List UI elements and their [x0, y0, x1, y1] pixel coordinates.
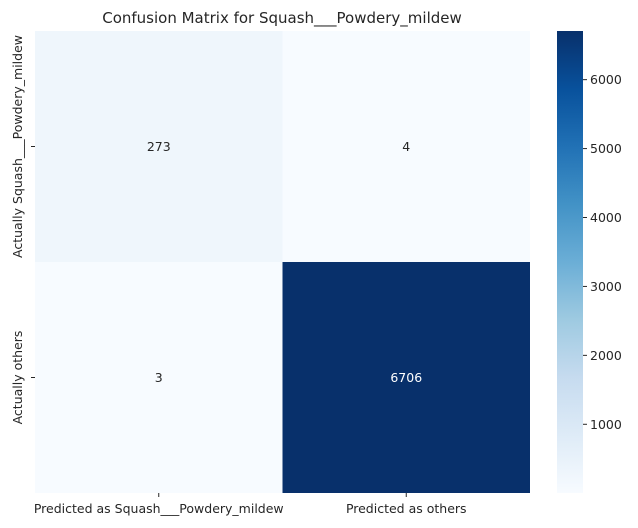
cell-value-label-r1-c1: 6706 [390, 370, 422, 385]
cell-value-label-r0-c0: 273 [147, 139, 171, 154]
colorbar-tick-label-0: 1000 [590, 417, 622, 432]
colorbar [557, 31, 583, 493]
cell-value-label-r0-c1: 4 [402, 139, 410, 154]
colorbar-tick-label-2: 3000 [590, 279, 622, 294]
x-tick-label-1: Predicted as others [346, 501, 467, 516]
heatmap-axes: Predicted as Squash___Powdery_mildew Pred… [10, 35, 467, 516]
y-tick-label-0: Actually Squash___Powdery_mildew [10, 35, 25, 258]
x-tick-label-0: Predicted as Squash___Powdery_mildew [34, 501, 284, 516]
y-tick-label-1: Actually others [10, 331, 25, 425]
colorbar-tick-label-1: 2000 [590, 348, 622, 363]
heatmap-cell-r0-c0 [35, 31, 283, 262]
colorbar-ticks: 1000 2000 3000 4000 5000 6000 [583, 72, 622, 432]
cell-value-label-r1-c0: 3 [155, 370, 163, 385]
colorbar-tick-label-3: 4000 [590, 210, 622, 225]
heatmap-cell-r0-c1 [282, 31, 530, 262]
colorbar-tick-label-5: 6000 [590, 72, 622, 87]
colorbar-tick-label-4: 5000 [590, 141, 622, 156]
heatmap-cell-r1-c1 [282, 262, 530, 493]
heatmap-cells: 273 4 3 6706 [35, 31, 530, 493]
heatmap-cell-r1-c0 [35, 262, 283, 493]
chart-title: Confusion Matrix for Squash___Powdery_mi… [102, 9, 462, 28]
